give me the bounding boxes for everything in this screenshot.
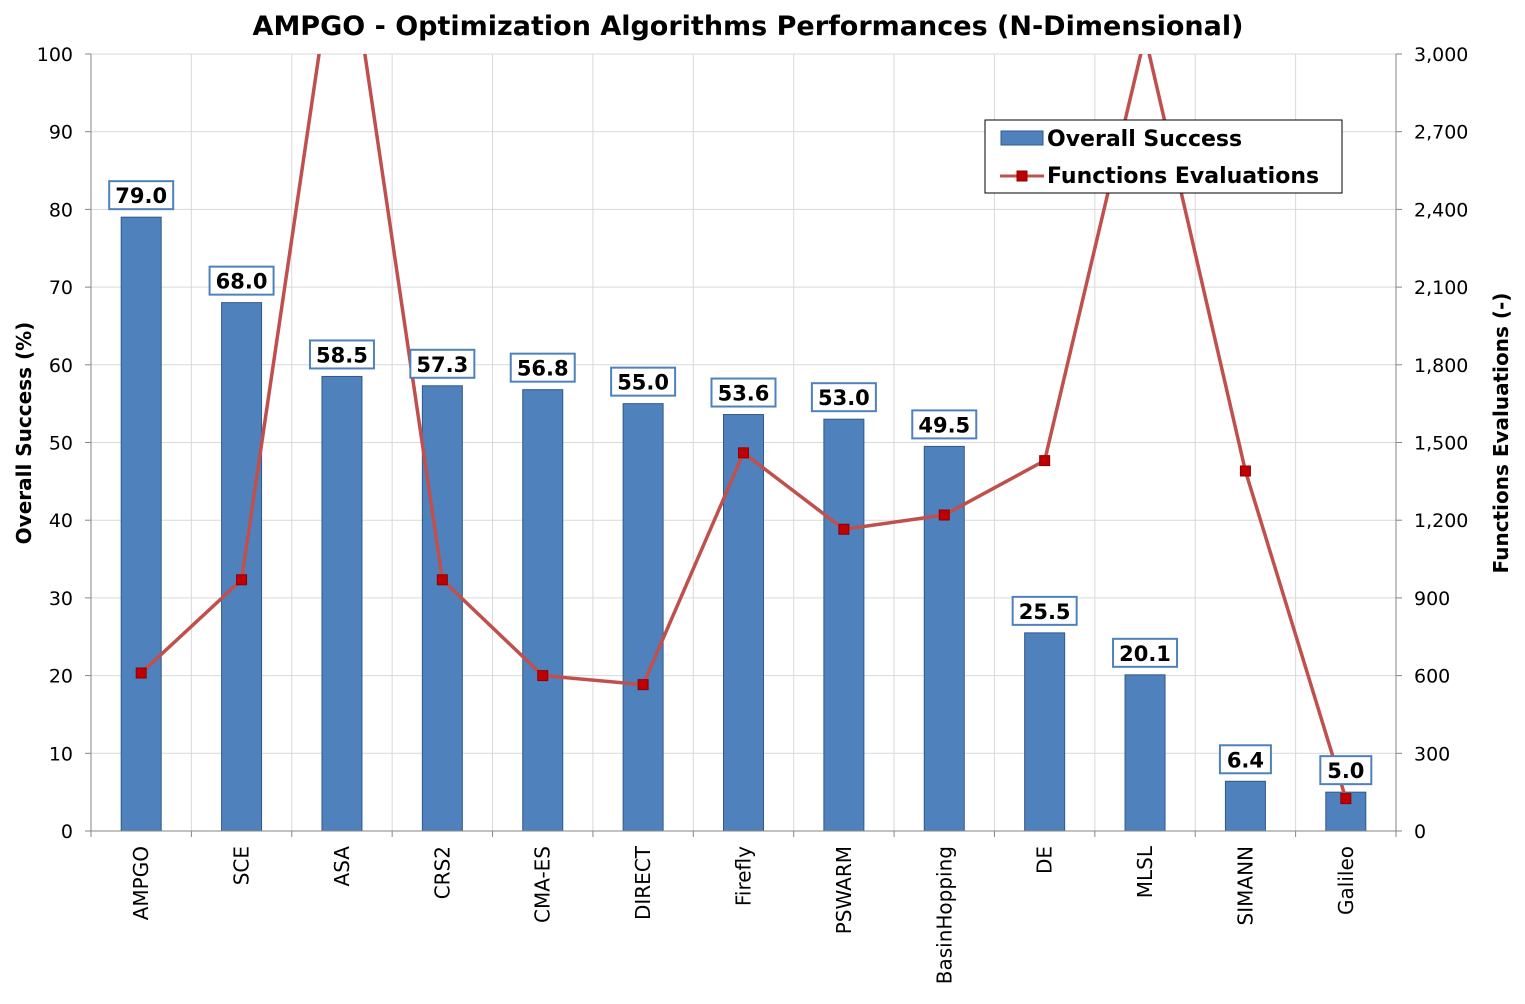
data-label-SIMANN: 6.4 [1227, 748, 1264, 772]
bar-CRS2 [421, 385, 463, 832]
bar-BasinHopping [923, 445, 965, 832]
x-tick-label: BasinHopping [932, 846, 956, 984]
bar-SIMANN [1224, 780, 1266, 832]
data-label-DE: 25.5 [1019, 600, 1071, 624]
y-tick-label: 20 [49, 666, 73, 688]
data-label-box [1112, 637, 1179, 668]
line-series [135, 54, 1352, 805]
y-tick-label: 10 [49, 743, 73, 765]
x-tick-label: DE [1033, 846, 1057, 874]
data-label-box [911, 409, 978, 440]
marker-PSWARM [838, 523, 850, 535]
y-tick-label: 60 [49, 355, 73, 377]
marker-Galileo [1340, 793, 1352, 805]
bars [120, 216, 1367, 832]
y-tick-label: 50 [49, 433, 73, 455]
marker-DIRECT [637, 679, 649, 691]
data-label-box [1218, 744, 1272, 775]
x-tick-label: Galileo [1334, 846, 1358, 915]
y2-tick-label: 2,400 [1414, 199, 1468, 221]
y2-tick-label: 2,700 [1414, 122, 1468, 144]
y2-tick-label: 600 [1414, 666, 1450, 688]
x-tick-label: SIMANN [1233, 846, 1257, 925]
y-tick-label: 30 [49, 588, 73, 610]
y2-tick-label: 1,500 [1414, 433, 1468, 455]
marker-AMPGO [135, 667, 147, 679]
data-label-box [610, 366, 677, 397]
data-label-ASA: 58.5 [316, 343, 368, 367]
y2-tick-label: 900 [1414, 588, 1450, 610]
y2-tick-label: 300 [1414, 743, 1450, 765]
marker-SCE [236, 574, 248, 586]
data-label-CMA-ES: 56.8 [517, 357, 569, 381]
data-label-CRS2: 57.3 [416, 353, 468, 377]
bar-PSWARM [823, 418, 865, 832]
data-label-Firefly: 53.6 [718, 382, 770, 406]
y2-tick-label: 2,100 [1414, 277, 1468, 299]
marker-CMA-ES [537, 670, 549, 682]
x-tick-label: PSWARM [832, 846, 856, 934]
x-tick-label: SCE [230, 846, 254, 885]
legend-bar-swatch [1000, 130, 1044, 146]
bar-DIRECT [622, 403, 664, 832]
bar-DE [1024, 632, 1066, 832]
data-labels: 79.0 68.0 58.5 57.3 56.8 55.0 53.6 53.0 49.5 25.5… [108, 180, 1373, 786]
y2-tick-label: 3,000 [1414, 44, 1468, 66]
x-tick-label: MLSL [1133, 845, 1157, 898]
x-tick-label: DIRECT [631, 845, 655, 920]
data-label-box [208, 265, 275, 296]
y2-tick-label: 0 [1414, 821, 1426, 843]
y2-tick-label: 1,200 [1414, 510, 1468, 532]
data-label-box [409, 348, 476, 379]
data-label-box [108, 180, 175, 211]
gridlines [91, 53, 1396, 831]
data-label-box [1011, 595, 1078, 626]
marker-CRS2 [436, 574, 448, 586]
bar-CMA-ES [522, 389, 564, 832]
data-label-MLSL: 20.1 [1119, 642, 1171, 666]
y-tick-label: 80 [49, 199, 73, 221]
x-tick-label: CMA-ES [531, 846, 555, 923]
marker-DE [1039, 455, 1051, 467]
marker-BasinHopping [938, 509, 950, 521]
data-label-AMPGO: 79.0 [115, 184, 167, 208]
bar-ASA [321, 375, 363, 832]
legend-label-overall-success: Overall Success [1047, 127, 1242, 152]
chart-title: AMPGO - Optimization Algorithms Performa… [253, 11, 1244, 42]
axes: 0 10 20 30 40 50 60 70 80 90 100 0 300 600 900 1,200 1,5… [37, 44, 1469, 984]
data-label-box [1319, 755, 1373, 786]
y-tick-label: 70 [49, 277, 73, 299]
legend: Overall Success Functions Evaluations [984, 119, 1343, 194]
legend-label-functions-evaluations: Functions Evaluations [1047, 164, 1319, 189]
y-tick-label: 90 [49, 122, 73, 144]
marker-SIMANN [1239, 465, 1251, 477]
x-tick-label: AMPGO [129, 846, 153, 920]
data-label-SCE: 68.0 [216, 270, 268, 294]
marker-Firefly [738, 447, 749, 459]
bar-AMPGO [120, 216, 162, 832]
data-label-box [509, 352, 576, 383]
data-label-PSWARM: 53.0 [818, 386, 870, 410]
y-tick-label: 100 [37, 44, 73, 66]
y2-tick-label: 1,800 [1414, 355, 1468, 377]
legend-line-marker [1016, 170, 1028, 182]
data-label-DIRECT: 55.0 [617, 371, 669, 395]
data-label-box [810, 382, 877, 413]
bar-SCE [221, 302, 263, 832]
data-label-box [710, 377, 777, 408]
y-tick-label: 40 [49, 510, 73, 532]
x-tick-label: CRS2 [430, 846, 454, 899]
data-label-BasinHopping: 49.5 [918, 413, 970, 437]
x-tick-label: ASA [330, 846, 354, 887]
bar-MLSL [1124, 674, 1166, 832]
data-label-Galileo: 5.0 [1327, 759, 1364, 783]
y-tick-label: 0 [61, 821, 73, 843]
x-tick-label: Firefly [732, 846, 756, 906]
y-axis-label: Overall Success (%) [12, 322, 36, 545]
data-label-box [308, 339, 375, 370]
y2-axis-label: Functions Evaluations (-) [1489, 293, 1513, 574]
bar-Firefly [723, 414, 764, 832]
